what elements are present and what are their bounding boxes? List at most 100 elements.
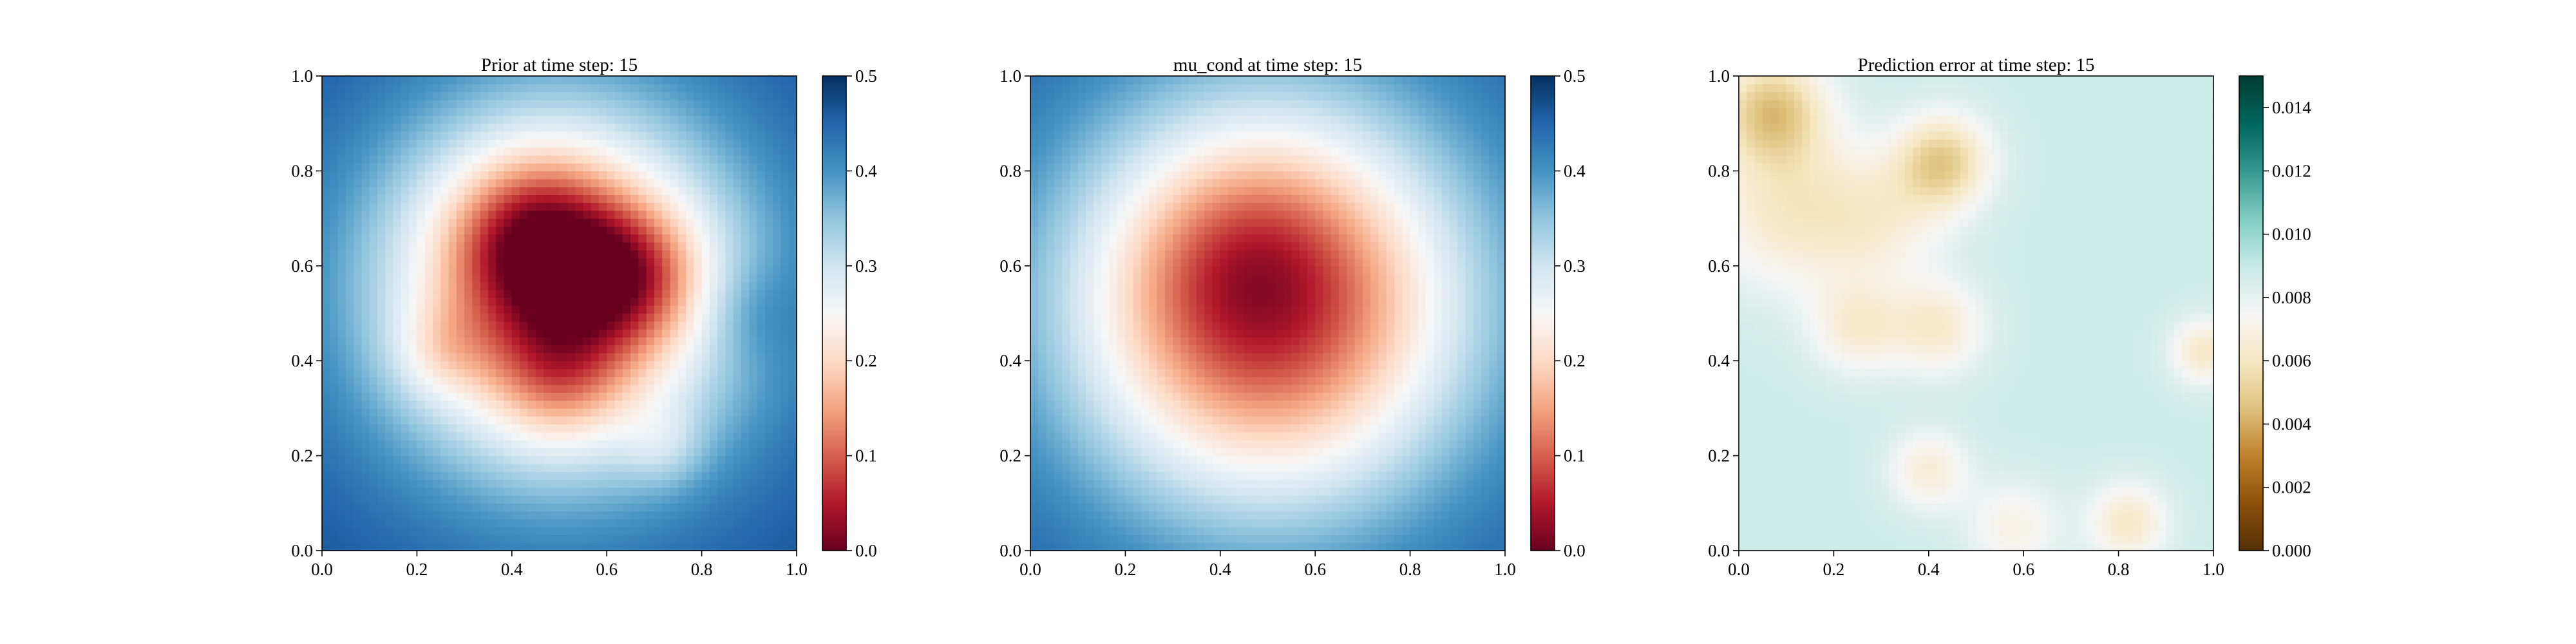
heatmap-cell bbox=[1141, 479, 1150, 488]
heatmap-cell bbox=[646, 408, 655, 417]
heatmap-cell bbox=[741, 416, 750, 425]
heatmap-cell bbox=[322, 108, 330, 117]
heatmap-cell bbox=[1251, 518, 1260, 527]
heatmap-cell bbox=[757, 258, 766, 267]
heatmap-cell bbox=[1117, 400, 1126, 409]
heatmap-cell bbox=[1212, 479, 1221, 488]
heatmap-cell bbox=[622, 131, 631, 140]
heatmap-cell bbox=[749, 431, 758, 440]
heatmap-cell bbox=[788, 345, 797, 354]
heatmap-cell bbox=[749, 108, 758, 117]
heatmap-cell bbox=[440, 352, 450, 361]
heatmap-cell bbox=[1426, 542, 1435, 551]
heatmap-cell bbox=[654, 487, 663, 496]
heatmap-cell bbox=[1267, 463, 1276, 472]
heatmap-cell bbox=[472, 281, 481, 290]
heatmap-cell bbox=[432, 281, 441, 290]
heatmap-cell bbox=[575, 147, 583, 156]
heatmap-cell bbox=[709, 147, 718, 156]
heatmap-cell bbox=[1434, 400, 1443, 409]
heatmap-cell bbox=[709, 487, 718, 496]
heatmap-cell bbox=[1149, 495, 1158, 504]
heatmap-cell bbox=[369, 384, 378, 393]
heatmap-cell bbox=[456, 123, 465, 132]
heatmap-cell bbox=[369, 115, 378, 124]
heatmap-cell bbox=[1339, 471, 1347, 480]
heatmap-cell bbox=[322, 321, 330, 330]
heatmap-cell bbox=[448, 281, 457, 290]
heatmap-cell bbox=[551, 186, 560, 195]
heatmap-cell bbox=[385, 535, 394, 544]
heatmap-cell bbox=[1141, 431, 1150, 440]
heatmap-cell bbox=[337, 274, 346, 282]
heatmap-cell bbox=[670, 424, 679, 433]
heatmap-cell bbox=[385, 115, 394, 124]
heatmap-cell bbox=[424, 99, 433, 108]
heatmap-cell bbox=[361, 274, 370, 282]
heatmap-cell bbox=[1228, 463, 1236, 472]
heatmap-cell bbox=[598, 115, 607, 124]
heatmap-cell bbox=[1101, 431, 1110, 440]
heatmap-cell bbox=[567, 384, 576, 393]
heatmap-cell bbox=[1267, 448, 1276, 457]
heatmap-cell bbox=[345, 479, 354, 488]
heatmap-cell bbox=[1251, 384, 1260, 393]
heatmap-cell bbox=[607, 297, 616, 306]
heatmap-cell bbox=[686, 535, 694, 544]
heatmap-cell bbox=[393, 194, 402, 204]
heatmap-cell bbox=[614, 139, 623, 148]
heatmap-cell bbox=[733, 455, 742, 464]
heatmap-cell bbox=[496, 440, 505, 448]
heatmap-cell bbox=[1251, 495, 1260, 504]
heatmap-cell bbox=[567, 123, 576, 132]
heatmap-cell bbox=[401, 265, 410, 274]
heatmap-cell bbox=[393, 115, 402, 124]
heatmap-cell bbox=[520, 139, 528, 148]
heatmap-cell bbox=[1331, 535, 1340, 544]
heatmap-cell bbox=[725, 163, 734, 171]
heatmap-cell bbox=[1465, 479, 1474, 488]
heatmap-cell bbox=[511, 329, 520, 337]
heatmap-cell bbox=[1497, 448, 1506, 457]
heatmap-cell bbox=[1094, 416, 1103, 425]
heatmap-cell bbox=[1362, 376, 1371, 385]
heatmap-cell bbox=[1236, 400, 1245, 409]
heatmap-cell bbox=[401, 163, 410, 171]
heatmap-cell bbox=[496, 455, 505, 464]
heatmap-cell bbox=[520, 155, 528, 164]
heatmap-cell bbox=[559, 258, 568, 267]
heatmap-cell bbox=[1054, 463, 1063, 472]
heatmap-cell bbox=[504, 76, 513, 84]
heatmap-cell bbox=[337, 194, 346, 204]
heatmap-cell bbox=[607, 139, 616, 148]
heatmap-cell bbox=[1173, 384, 1181, 393]
heatmap-cell bbox=[757, 131, 766, 140]
heatmap-cell bbox=[741, 527, 750, 536]
plot-frame bbox=[321, 75, 797, 551]
heatmap-cell bbox=[559, 518, 568, 527]
heatmap-cell bbox=[385, 210, 394, 219]
heatmap-cell bbox=[781, 431, 790, 440]
heatmap-cell bbox=[496, 368, 505, 377]
heatmap-cell bbox=[1196, 511, 1205, 520]
heatmap-cell bbox=[1291, 495, 1300, 504]
heatmap-cell bbox=[1354, 408, 1363, 417]
heatmap-cell bbox=[701, 424, 710, 433]
heatmap-cell bbox=[322, 91, 330, 100]
heatmap-cell bbox=[1188, 527, 1197, 536]
heatmap-cell bbox=[345, 250, 354, 259]
heatmap-cell bbox=[393, 503, 402, 512]
heatmap-cell bbox=[448, 471, 457, 480]
heatmap-cell bbox=[1481, 511, 1490, 520]
colorbar-tick-label: 0.5 bbox=[855, 66, 877, 86]
heatmap-cell bbox=[622, 479, 631, 488]
heatmap-cell bbox=[1299, 376, 1308, 385]
heatmap-cell bbox=[614, 289, 623, 298]
heatmap-cell bbox=[686, 108, 694, 117]
heatmap-cell bbox=[1426, 471, 1435, 480]
heatmap-cell bbox=[1473, 511, 1482, 520]
heatmap-cell bbox=[409, 440, 417, 448]
heatmap-cell bbox=[1434, 471, 1443, 480]
heatmap-cell bbox=[1267, 368, 1276, 377]
heatmap-cell bbox=[417, 511, 426, 520]
